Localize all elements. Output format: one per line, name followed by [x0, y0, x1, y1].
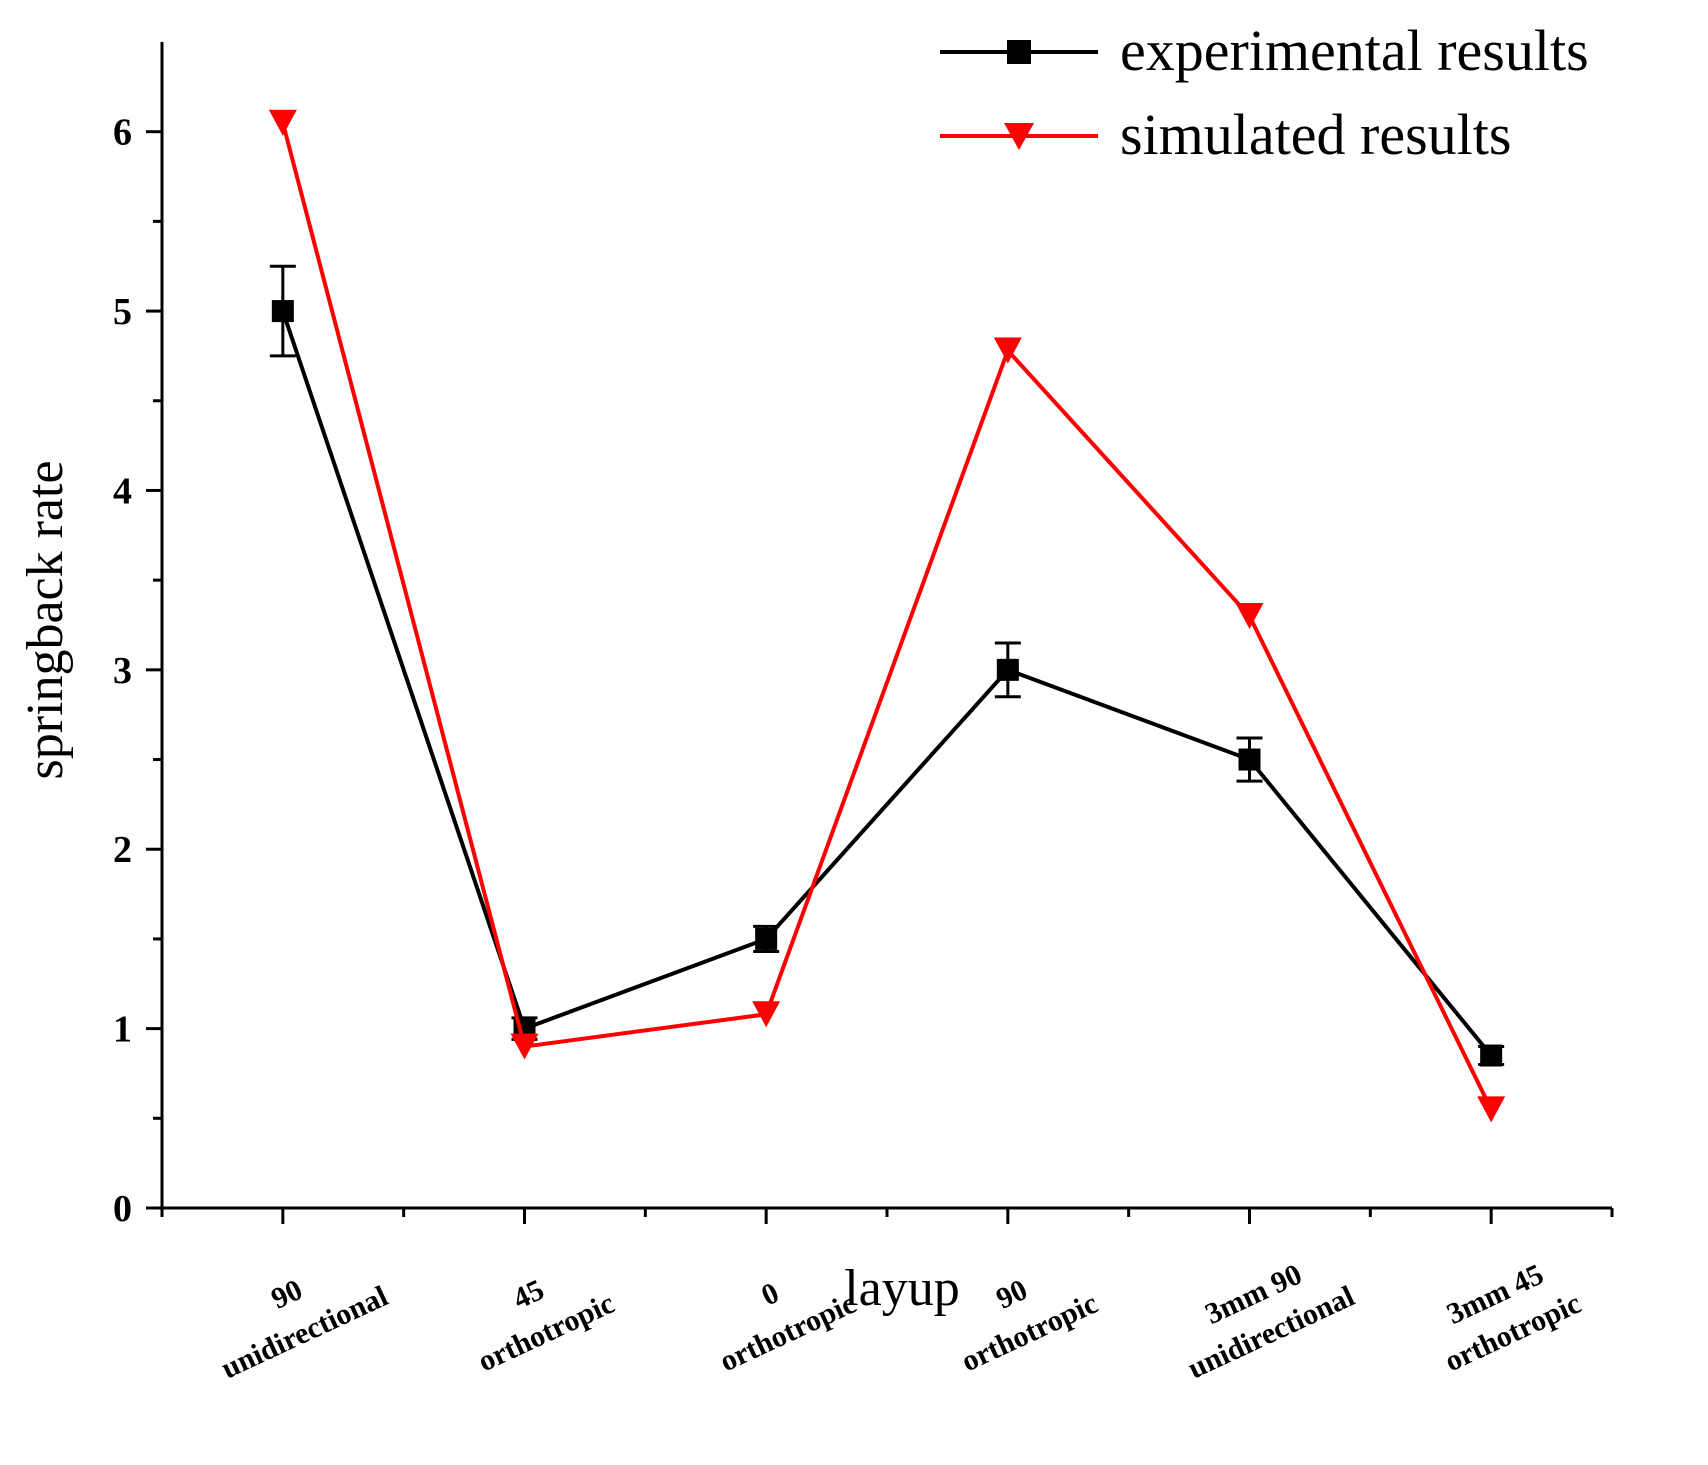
y-axis-title: springback rate — [17, 460, 74, 779]
y-tick-label: 6 — [113, 112, 132, 154]
legend: experimental results simulated results — [940, 18, 1589, 167]
y-tick-label: 2 — [113, 829, 132, 871]
x-category-label-line: 90 — [991, 1273, 1032, 1316]
series-line-1 — [280, 310, 1493, 1057]
data-point-square — [996, 658, 1019, 681]
y-tick-label: 1 — [113, 1009, 132, 1051]
series-line-2 — [280, 122, 1493, 1111]
x-category-label-line: unidirectional — [216, 1280, 393, 1386]
x-axis-title: layup — [844, 1260, 960, 1317]
data-point-triangle — [752, 1001, 781, 1028]
legend-label-1: experimental results — [1120, 18, 1589, 83]
data-point-triangle — [268, 109, 297, 136]
y-tick-label: 5 — [113, 291, 132, 333]
data-point-triangle — [1477, 1096, 1506, 1123]
x-category-label-line: 0 — [756, 1276, 784, 1312]
x-category-label-line: 90 — [266, 1273, 307, 1316]
data-point-triangle — [1235, 603, 1264, 630]
data-point-triangle — [510, 1033, 539, 1060]
legend-marker-square — [1007, 40, 1031, 64]
y-tick-label: 4 — [113, 470, 132, 512]
y-tick-label: 3 — [113, 650, 132, 692]
series-layer — [268, 109, 1506, 1123]
x-category-label-line: orthotropic — [715, 1287, 861, 1379]
legend-label-2: simulated results — [1120, 102, 1511, 167]
data-point-square — [1238, 748, 1261, 771]
legend-marker-triangle — [1004, 123, 1034, 150]
data-point-triangle — [993, 337, 1022, 364]
x-category-label-line: 45 — [508, 1273, 549, 1316]
data-point-square — [755, 927, 778, 950]
y-tick-label: 0 — [113, 1188, 132, 1230]
data-point-square — [1480, 1044, 1503, 1067]
data-point-square — [271, 300, 294, 323]
